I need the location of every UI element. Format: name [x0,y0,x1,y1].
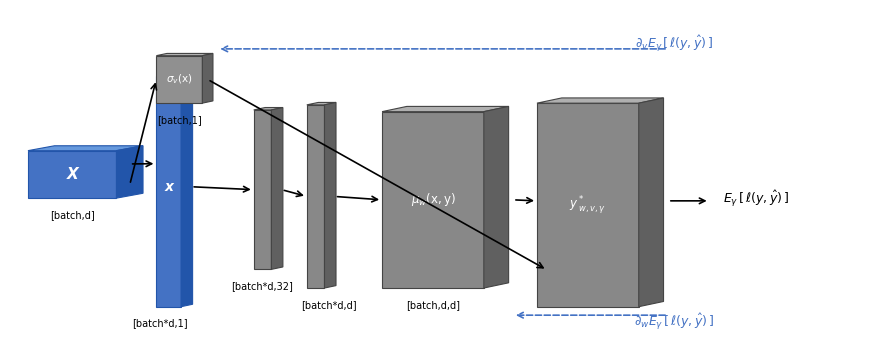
Polygon shape [382,111,484,288]
Polygon shape [382,106,509,111]
Text: [batch,d,d]: [batch,d,d] [406,300,460,310]
Polygon shape [116,146,143,198]
Text: x: x [164,180,173,194]
Polygon shape [484,106,509,288]
Text: $E_\gamma\,[\,\ell(y,\hat{y})\,]$: $E_\gamma\,[\,\ell(y,\hat{y})\,]$ [723,189,789,209]
Polygon shape [202,53,213,103]
Polygon shape [254,107,283,110]
Polygon shape [156,74,193,76]
Text: [batch*d,1]: [batch*d,1] [132,318,187,329]
Polygon shape [156,53,213,56]
Polygon shape [272,107,283,269]
Polygon shape [537,98,663,103]
Polygon shape [638,98,663,307]
Polygon shape [306,102,336,105]
Text: [batch*d,32]: [batch*d,32] [232,281,293,291]
Text: $\sigma_v\mathrm{(x)}$: $\sigma_v\mathrm{(x)}$ [166,73,193,86]
Text: [batch*d,d]: [batch*d,d] [301,300,357,310]
Polygon shape [28,146,143,150]
Polygon shape [181,74,193,307]
Text: $\mu_w\mathrm{(x,y)}$: $\mu_w\mathrm{(x,y)}$ [410,191,456,208]
Text: $\partial_v E_\gamma\,[\,\ell(y,\hat{y})\,]$: $\partial_v E_\gamma\,[\,\ell(y,\hat{y})… [635,34,713,54]
Polygon shape [28,150,116,198]
Text: [batch,1]: [batch,1] [157,115,202,125]
Polygon shape [156,56,202,103]
Polygon shape [537,103,638,307]
Text: [batch,d]: [batch,d] [50,210,95,220]
Text: $\partial_w E_\gamma\,[\,\ell(y,\hat{y})\,]$: $\partial_w E_\gamma\,[\,\ell(y,\hat{y})… [634,312,714,332]
Polygon shape [324,102,336,288]
Polygon shape [254,110,272,269]
Polygon shape [306,105,324,288]
Polygon shape [156,76,181,307]
Text: $y^*_{\ w,v,\gamma}$: $y^*_{\ w,v,\gamma}$ [569,194,607,216]
Text: X: X [67,167,78,182]
